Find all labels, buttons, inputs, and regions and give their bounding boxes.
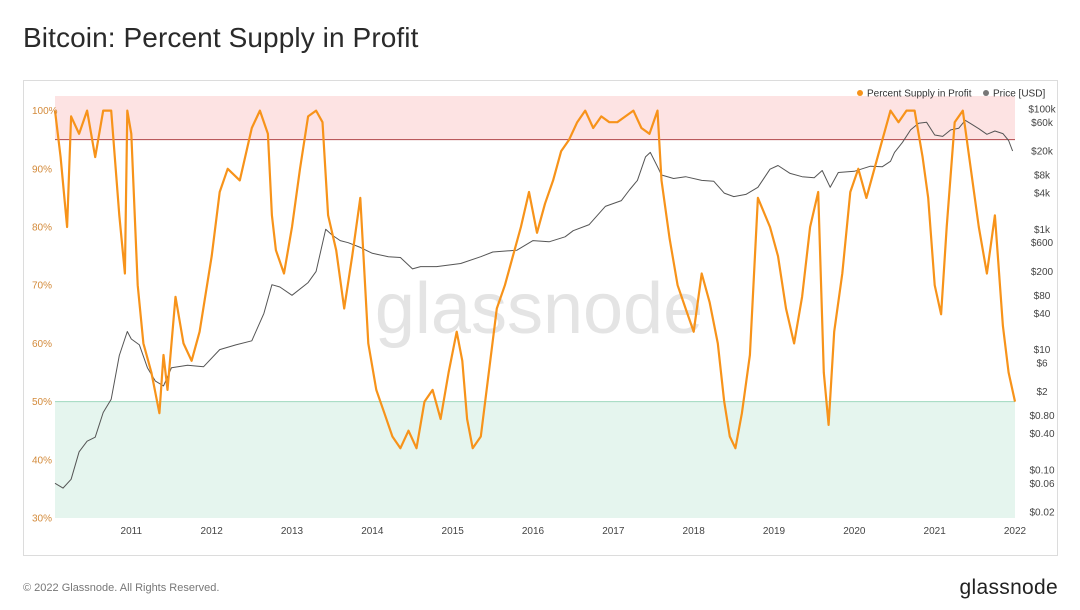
left-tick-label: 80% (32, 222, 52, 233)
right-tick-label: $0.40 (1029, 429, 1054, 440)
profit-series (53, 109, 1017, 450)
right-tick-label: $4k (1034, 189, 1051, 200)
right-tick-label: $600 (1031, 238, 1054, 249)
right-tick-label: $0.10 (1029, 465, 1054, 476)
right-tick-label: $60k (1031, 118, 1054, 129)
legend: Percent Supply in Profit Price [USD] (857, 89, 1045, 100)
legend-marker[interactable] (857, 90, 863, 96)
profit-line (53, 109, 1017, 450)
left-axis: 30% 40% 50% 60% 70% 80% 90% 100% (32, 106, 58, 524)
chart-canvas: glassnode 30% 40% 50% 60% 70% 80% 90% 100% $100… (32, 89, 1057, 538)
chart-panel: glassnode 30% 40% 50% 60% 70% 80% 90% 100% $100… (23, 80, 1058, 556)
left-tick-label: 70% (32, 281, 52, 292)
x-axis: 2011 2012 2013 2014 2015 2016 2017 2018 2019 2020… (121, 526, 1027, 537)
x-tick-label: 2020 (843, 526, 866, 537)
right-tick-label: $0.80 (1029, 411, 1054, 422)
right-tick-label: $1k (1034, 225, 1051, 236)
lower-zone-band (55, 401, 1015, 518)
right-tick-label: $2 (1036, 387, 1048, 398)
price-series (54, 119, 1014, 489)
right-tick-label: $200 (1031, 267, 1054, 278)
threshold-bands (55, 96, 1015, 518)
x-tick-label: 2016 (522, 526, 545, 537)
upper-zone-band (55, 96, 1015, 140)
right-tick-label: $20k (1031, 147, 1054, 158)
right-tick-label: $10 (1034, 345, 1051, 356)
left-tick-label: 60% (32, 339, 52, 350)
left-tick-label: 50% (32, 397, 52, 408)
price-line (54, 119, 1014, 489)
brand-logo[interactable]: glassnode (959, 576, 1058, 599)
copyright-text: © 2022 Glassnode. All Rights Reserved. (23, 582, 220, 594)
left-tick-label: 100% (32, 106, 58, 117)
right-tick-label: $40 (1034, 309, 1051, 320)
page-title: Bitcoin: Percent Supply in Profit (23, 22, 419, 53)
left-tick-label: 40% (32, 455, 52, 466)
watermark-text: glassnode (375, 269, 703, 349)
right-tick-label: $6 (1036, 358, 1048, 369)
left-tick-label: 30% (32, 514, 52, 525)
x-tick-label: 2022 (1004, 526, 1027, 537)
right-tick-label: $8k (1034, 170, 1051, 181)
right-tick-label: $80 (1034, 291, 1051, 302)
left-tick-label: 90% (32, 164, 52, 175)
x-tick-label: 2017 (602, 526, 625, 537)
x-tick-label: 2015 (442, 526, 465, 537)
legend-label[interactable]: Percent Supply in Profit (867, 89, 972, 100)
x-tick-label: 2011 (121, 526, 143, 537)
legend-label[interactable]: Price [USD] (993, 89, 1045, 100)
x-tick-label: 2018 (683, 526, 706, 537)
x-tick-label: 2012 (201, 526, 224, 537)
legend-marker[interactable] (983, 90, 989, 96)
x-tick-label: 2019 (763, 526, 786, 537)
right-tick-label: $0.06 (1029, 479, 1054, 490)
right-tick-label: $100k (1028, 105, 1056, 116)
right-axis: $100k $60k $20k $8k $4k $1k $600 $200 $80 $40 $10 $… (1028, 105, 1056, 519)
x-tick-label: 2013 (281, 526, 304, 537)
x-tick-label: 2014 (361, 526, 384, 537)
x-tick-label: 2021 (924, 526, 947, 537)
right-tick-label: $0.02 (1029, 508, 1054, 519)
